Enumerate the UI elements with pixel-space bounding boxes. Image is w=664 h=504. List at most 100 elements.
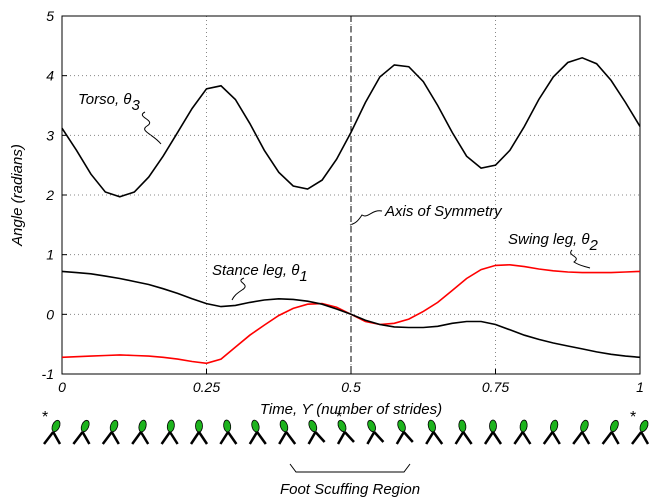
torso [308,419,318,433]
swing-leg [285,431,297,445]
x-tick-label: 0.25 [193,379,220,395]
torso [550,419,559,433]
region-label: Foot Scuffing Region [280,481,420,498]
torso [223,419,232,433]
annotation-subscript: 3 [131,97,140,114]
stance-leg [336,431,346,445]
annotation: Axis of Symmetry [384,203,503,220]
x-tick-label: 0.75 [482,379,509,395]
swing-leg [432,431,444,445]
torso [279,419,289,433]
stance-leg [366,431,376,445]
annotation-subscript: 2 [589,237,599,254]
y-tick-label: 4 [46,68,54,84]
torso [580,419,589,433]
stance-leg [248,431,259,445]
swing-leg [491,431,503,445]
swing-leg [343,431,355,443]
swing-leg [610,431,620,445]
swing-leg [81,431,91,445]
swing-leg [52,431,62,445]
stance-leg [631,431,643,445]
torso [166,419,175,433]
annotation: Torso, θ3 [78,91,140,114]
stance-leg [483,431,495,445]
axis-leader [349,210,383,226]
torso [489,419,497,433]
swing-leg [640,431,650,445]
y-tick-label: 3 [46,127,54,143]
stance-leg [542,431,554,445]
annotation-text: Stance leg, θ [212,262,299,279]
annotation: Swing leg, θ2 [508,231,599,254]
stance-leg [72,431,84,445]
stance-leader [231,277,246,301]
x-tick-label: 1 [636,379,644,395]
stance-leg [43,431,55,445]
torso [610,419,619,433]
stance-leg [278,431,288,445]
swing-leader [570,249,591,269]
swing-leg [139,431,150,445]
y-tick-label: 2 [45,187,54,203]
stance-leg [513,431,524,445]
annotation: Stance leg, θ1 [212,262,308,285]
swing-leg [168,431,179,445]
stance-leg [572,431,584,445]
gait-diagram: * * * [42,409,650,445]
x-tick-label: 0 [58,379,66,395]
torso [639,419,649,433]
swing-leg [551,431,561,445]
annotation-text: Torso, θ [78,91,131,108]
stance-leg [601,431,613,445]
annotation-text: Axis of Symmetry [384,203,503,220]
stance-leg [131,431,142,445]
swing-leg [227,431,238,445]
torso [51,419,61,433]
torso [367,419,376,433]
swing-leg [197,431,209,445]
annotation-text: Swing leg, θ [508,231,590,248]
torso-leader [142,111,162,145]
swing-leg [402,431,414,443]
y-tick-label: -1 [42,366,54,382]
stance-leg [454,431,465,445]
stance-leg [425,431,435,445]
stance-leg [160,431,171,445]
x-tick-label: 0.5 [341,379,361,395]
swing-leg [314,431,326,443]
y-tick-label: 5 [46,8,54,24]
series-line [61,56,641,198]
stance-leg [219,431,230,445]
torso [397,419,406,433]
torso [519,419,528,433]
torso [80,419,90,433]
stance-leg [189,431,201,445]
y-tick-label: 0 [46,306,54,322]
swing-leg [581,431,591,445]
gait-marker: * [630,409,636,426]
series-line [61,270,641,359]
gait-marker: * [336,409,342,426]
swing-leg [521,431,532,445]
swing-leg [256,431,267,445]
torso [195,419,203,433]
swing-leg [110,431,120,445]
torso [109,419,119,433]
stance-leg [395,431,405,445]
x-axis-label: Time, ϒ (number of strides) [260,401,442,418]
torso [251,419,260,433]
gait-marker: * [42,409,48,426]
y-axis-label: Angle (radians) [9,144,26,247]
torso [337,419,347,433]
leaders [142,111,591,473]
region-bracket [289,463,411,473]
stance-leg [307,431,317,445]
torso [427,419,436,433]
stance-leg [101,431,113,445]
torso [138,419,147,433]
swing-leg [373,431,385,443]
y-tick-label: 1 [46,247,54,263]
annotation-subscript: 1 [299,268,307,285]
